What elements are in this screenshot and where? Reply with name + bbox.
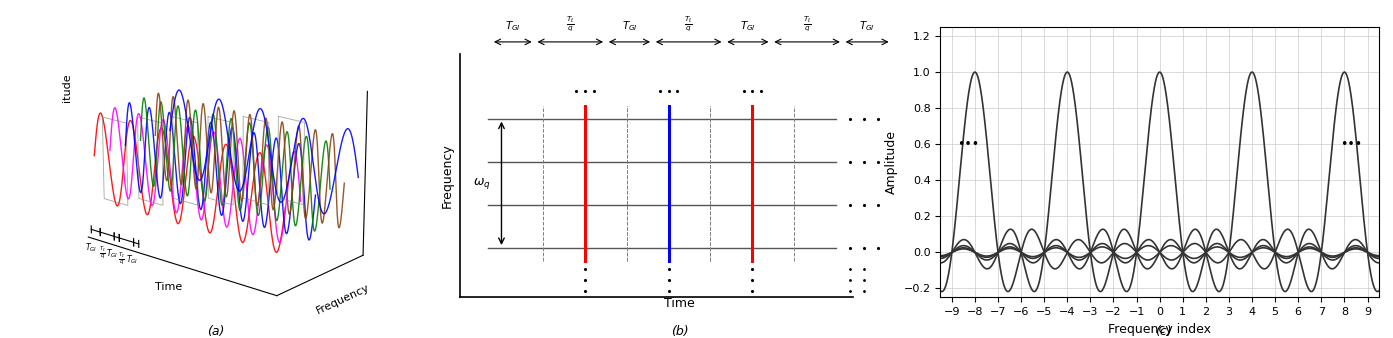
Text: $\frac{T_\ell}{q}$: $\frac{T_\ell}{q}$ [684, 15, 694, 33]
Text: $T_{GI}$: $T_{GI}$ [740, 20, 756, 33]
Text: (b): (b) [671, 324, 688, 338]
Text: $T_{GI}$: $T_{GI}$ [859, 20, 875, 33]
Y-axis label: Frequency: Frequency [442, 143, 454, 208]
X-axis label: Time: Time [155, 282, 182, 292]
Text: $\frac{T_\ell}{q}$: $\frac{T_\ell}{q}$ [802, 15, 812, 33]
Text: •••: ••• [1340, 138, 1362, 151]
Text: $\frac{T_\ell}{q}$: $\frac{T_\ell}{q}$ [566, 15, 575, 33]
Text: $T_{GI}$: $T_{GI}$ [621, 20, 638, 33]
Text: itude: itude [63, 73, 72, 102]
Y-axis label: Frequency: Frequency [315, 282, 372, 316]
Text: (c): (c) [1155, 324, 1172, 338]
Text: Time: Time [663, 297, 695, 310]
Text: $T_{GI}$: $T_{GI}$ [504, 20, 521, 33]
Text: $\omega_q$: $\omega_q$ [474, 176, 492, 191]
Y-axis label: Amplitude: Amplitude [885, 130, 898, 194]
Text: •••: ••• [957, 138, 979, 151]
X-axis label: Frequency index: Frequency index [1109, 323, 1211, 336]
Text: (a): (a) [208, 324, 224, 338]
